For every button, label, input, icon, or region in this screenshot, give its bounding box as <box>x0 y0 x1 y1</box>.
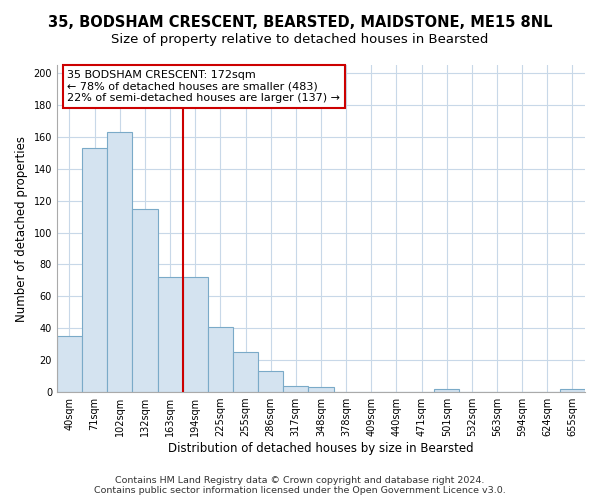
Bar <box>283 386 308 392</box>
Text: 35, BODSHAM CRESCENT, BEARSTED, MAIDSTONE, ME15 8NL: 35, BODSHAM CRESCENT, BEARSTED, MAIDSTON… <box>48 15 552 30</box>
X-axis label: Distribution of detached houses by size in Bearsted: Distribution of detached houses by size … <box>168 442 474 455</box>
Bar <box>182 277 208 392</box>
Bar <box>308 388 334 392</box>
Bar <box>560 389 585 392</box>
Bar <box>133 208 158 392</box>
Bar <box>208 326 233 392</box>
Bar <box>107 132 133 392</box>
Bar <box>158 277 182 392</box>
Text: Contains HM Land Registry data © Crown copyright and database right 2024.
Contai: Contains HM Land Registry data © Crown c… <box>94 476 506 495</box>
Bar <box>258 372 283 392</box>
Bar <box>233 352 258 392</box>
Bar <box>57 336 82 392</box>
Bar <box>434 389 459 392</box>
Text: Size of property relative to detached houses in Bearsted: Size of property relative to detached ho… <box>112 32 488 46</box>
Bar <box>82 148 107 392</box>
Y-axis label: Number of detached properties: Number of detached properties <box>15 136 28 322</box>
Text: 35 BODSHAM CRESCENT: 172sqm
← 78% of detached houses are smaller (483)
22% of se: 35 BODSHAM CRESCENT: 172sqm ← 78% of det… <box>67 70 340 103</box>
